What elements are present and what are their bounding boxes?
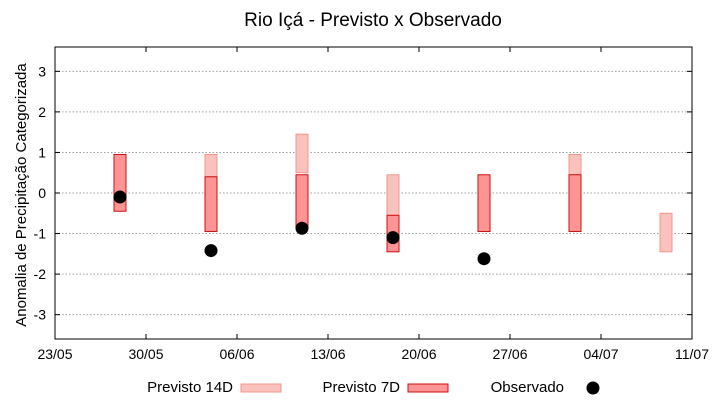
x-tick-label: 11/07 — [675, 346, 709, 362]
point-observado — [204, 244, 218, 258]
bar-previsto-14d — [204, 153, 218, 178]
chart-title: Rio Içá - Previsto x Observado — [244, 10, 502, 31]
x-axis: 23/05 30/05 06/06 13/06 20/06 27/06 04/07 11/07 — [37, 47, 709, 362]
legend: Previsto 14D Previsto 7D Observado — [147, 379, 600, 396]
y-axis: 3 2 1 0 -1 -2 -3 — [34, 63, 692, 323]
legend-label-previsto-7d: Previsto 7D — [322, 379, 400, 396]
legend-label-previsto-14d: Previsto 14D — [147, 379, 233, 396]
x-tick-label: 06/06 — [219, 346, 254, 362]
legend-label-observado: Observado — [491, 379, 564, 396]
x-tick-label: 13/06 — [310, 346, 345, 362]
x-tick-label: 04/07 — [583, 346, 618, 362]
bar-previsto-7d — [477, 174, 491, 233]
bar-previsto-14d — [386, 174, 400, 216]
x-tick-label: 20/06 — [401, 346, 436, 362]
legend-swatch-previsto-14d — [240, 383, 282, 393]
y-tick-label: -2 — [34, 266, 47, 282]
legend-swatch-previsto-7d — [407, 383, 449, 393]
bar-previsto-14d — [568, 153, 582, 176]
point-observado — [295, 221, 309, 235]
y-tick-label: 0 — [38, 185, 46, 201]
bar-previsto-7d — [204, 176, 218, 233]
x-tick-label: 30/05 — [128, 346, 163, 362]
point-observado — [386, 231, 400, 245]
point-observado — [113, 190, 127, 204]
y-tick-label: -3 — [34, 307, 47, 323]
y-tick-label: 3 — [38, 63, 46, 79]
y-tick-label: 2 — [38, 104, 46, 120]
bar-previsto-14d — [659, 212, 673, 253]
bar-previsto-7d — [295, 174, 309, 228]
bar-previsto-14d — [295, 133, 309, 174]
x-tick-label: 23/05 — [37, 346, 72, 362]
legend-swatch-observado — [586, 381, 600, 395]
point-observado — [477, 252, 491, 266]
grid-lines — [55, 70, 692, 316]
y-axis-label: Anomalia de Precipitação Categorizada — [13, 63, 30, 327]
y-tick-label: -1 — [34, 226, 47, 242]
x-tick-label: 27/06 — [492, 346, 527, 362]
bar-previsto-7d — [568, 174, 582, 233]
series-observado — [113, 190, 491, 266]
y-tick-label: 1 — [38, 144, 46, 160]
series-previsto-7d — [113, 153, 582, 253]
